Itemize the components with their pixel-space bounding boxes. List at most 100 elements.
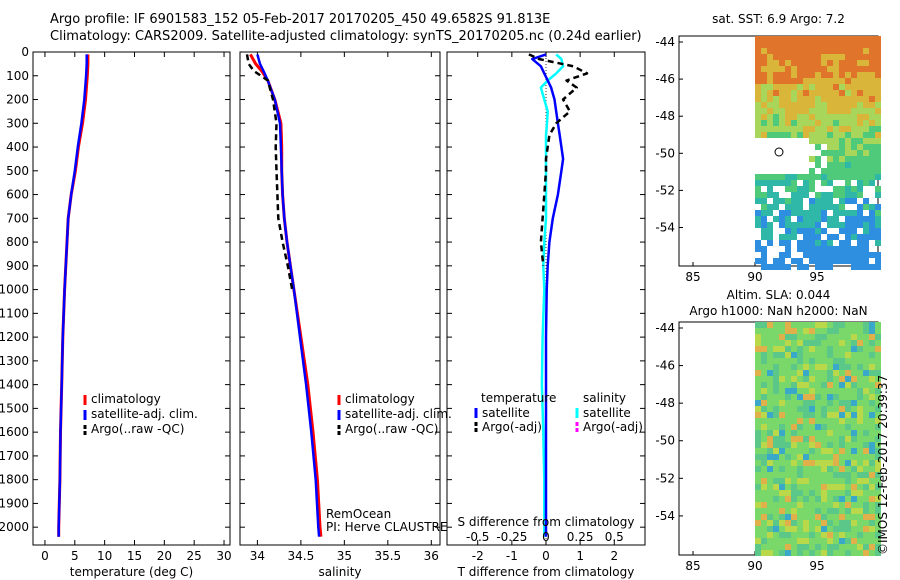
map-cell — [785, 382, 791, 388]
map-cell — [827, 240, 833, 246]
map-cell — [833, 90, 839, 96]
map-cell — [785, 322, 791, 328]
map-cell — [845, 364, 851, 370]
map-cell — [815, 352, 821, 358]
map-cell — [851, 252, 857, 258]
map-cell — [773, 120, 779, 126]
map-cell — [833, 334, 839, 340]
map-cell — [821, 252, 827, 258]
map-cell — [863, 66, 869, 72]
map-cell — [833, 258, 839, 264]
map-cell — [845, 72, 851, 78]
map-cell — [827, 66, 833, 72]
map-cell — [779, 258, 785, 264]
y-tick-label: 400 — [6, 140, 29, 154]
map-cell — [809, 490, 815, 496]
map-cell — [851, 442, 857, 448]
y-tick-label: 300 — [6, 116, 29, 130]
s-tick-label: 0.5 — [605, 530, 624, 544]
map-cell — [839, 84, 845, 90]
map-cell — [773, 132, 779, 138]
map-cell — [797, 460, 803, 466]
map-cell — [869, 346, 875, 352]
map-cell — [833, 96, 839, 102]
map-cell — [809, 364, 815, 370]
map-cell — [839, 418, 845, 424]
map-cell — [803, 120, 809, 126]
map-cell — [755, 240, 761, 246]
map-cell — [803, 406, 809, 412]
x-tick-label: 0 — [41, 549, 49, 563]
map-cell — [845, 418, 851, 424]
map-cell — [821, 388, 827, 394]
map-cell — [821, 60, 827, 66]
map-cell — [857, 162, 863, 168]
lon-tick-label: 90 — [747, 559, 762, 573]
map-cell — [851, 406, 857, 412]
map-cell — [767, 508, 773, 514]
map-cell — [761, 346, 767, 352]
lon-tick-label: 95 — [809, 270, 824, 284]
map-cell — [809, 180, 815, 186]
map-cell — [821, 90, 827, 96]
map-cell — [761, 108, 767, 114]
map-cell — [779, 454, 785, 460]
map-cell — [851, 328, 857, 334]
map-cell — [869, 502, 875, 508]
lat-tick-label: -54 — [655, 220, 675, 234]
map-cell — [803, 526, 809, 532]
map-cell — [803, 36, 809, 42]
map-cell — [779, 180, 785, 186]
map-cell — [767, 54, 773, 60]
map-cell — [773, 328, 779, 334]
map-cell — [755, 430, 761, 436]
map-cell — [851, 84, 857, 90]
map-cell — [779, 532, 785, 538]
map-cell — [863, 454, 869, 460]
map-cell — [845, 388, 851, 394]
map-cell — [857, 496, 863, 502]
map-cell — [803, 216, 809, 222]
map-cell — [833, 436, 839, 442]
map-cell — [755, 370, 761, 376]
lat-tick-label: -46 — [655, 359, 675, 373]
map-cell — [839, 388, 845, 394]
map-cell — [797, 228, 803, 234]
map-cell — [821, 394, 827, 400]
map-cell — [863, 520, 869, 526]
map-cell — [779, 346, 785, 352]
map-cell — [851, 144, 857, 150]
map-cell — [833, 412, 839, 418]
map-cell — [791, 352, 797, 358]
map-cell — [845, 252, 851, 258]
map-cell — [875, 526, 881, 532]
map-cell — [791, 520, 797, 526]
map-cell — [761, 210, 767, 216]
map-cell — [863, 222, 869, 228]
map-cell — [767, 502, 773, 508]
map-cell — [863, 132, 869, 138]
map-cell — [797, 526, 803, 532]
map-cell — [803, 490, 809, 496]
map-cell — [803, 192, 809, 198]
map-cell — [779, 490, 785, 496]
map-cell — [755, 60, 761, 66]
map-cell — [773, 526, 779, 532]
map-cell — [833, 478, 839, 484]
map-cell — [791, 364, 797, 370]
map-cell — [779, 550, 785, 556]
map-cell — [797, 538, 803, 544]
map-cell — [851, 36, 857, 42]
map-cell — [839, 424, 845, 430]
map-cell — [755, 66, 761, 72]
map-cell — [797, 322, 803, 328]
map-cell — [785, 72, 791, 78]
map-cell — [809, 156, 815, 162]
map-cell — [833, 352, 839, 358]
map-cell — [797, 550, 803, 556]
map-cell — [767, 412, 773, 418]
map-cell — [827, 370, 833, 376]
map-cell — [761, 424, 767, 430]
map-cell — [767, 436, 773, 442]
map-cell — [773, 514, 779, 520]
